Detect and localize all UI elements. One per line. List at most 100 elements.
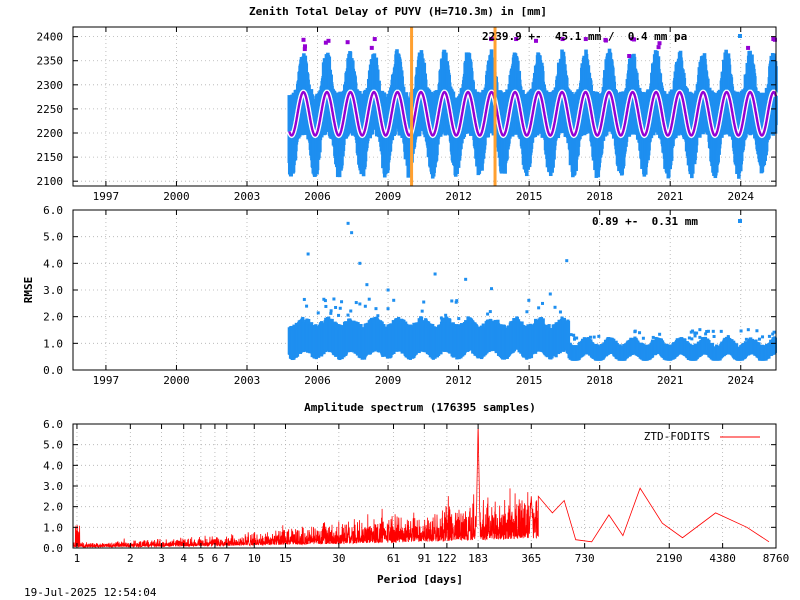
rmse-point — [704, 332, 708, 336]
ztd-y-tick-label: 2100 — [37, 175, 64, 188]
rmse-point — [316, 311, 320, 315]
rmse-outlier-point — [433, 272, 437, 276]
spectrum-x-tick-label: 3 — [158, 552, 165, 565]
rmse-point — [638, 331, 642, 335]
rmse-x-tick-label: 2000 — [163, 374, 190, 387]
rmse-point — [527, 298, 531, 302]
ztd-outlier-point — [372, 37, 377, 42]
rmse-y-tick-label: 6.0 — [43, 204, 63, 217]
spectrum-x-tick-label: 5 — [198, 552, 205, 565]
rmse-point — [450, 299, 454, 303]
ztd-outlier-point — [323, 40, 328, 45]
rmse-outlier-point — [386, 288, 390, 292]
rmse-point — [641, 336, 645, 340]
rmse-y-tick-label: 1.0 — [43, 337, 63, 350]
spectrum-x-tick-label: 730 — [575, 552, 595, 565]
spectrum-x-tick-label: 6 — [212, 552, 219, 565]
rmse-point — [719, 329, 723, 333]
rmse-point — [541, 301, 545, 305]
rmse-point — [592, 335, 596, 339]
rmse-point — [324, 304, 328, 308]
ztd-axis-ticks: 1997 2000 2003 2006 2009 2012 2015 2018 2021 2024… — [37, 27, 776, 203]
ztd-x-tick-label: 2015 — [516, 190, 543, 203]
spectrum-panel: 1 2 3 4 5 6 7 10 15 30 61 91 122 183 365 730 2190 4380 876… — [43, 418, 789, 565]
rmse-y-tick-label: 3.0 — [43, 284, 63, 297]
ztd-x-tick-label: 2009 — [375, 190, 402, 203]
rmse-point — [334, 305, 338, 309]
rmse-point — [597, 334, 601, 338]
rmse-point — [457, 317, 461, 321]
rmse-point — [772, 330, 776, 334]
spectrum-x-tick-label: 1 — [74, 552, 81, 565]
rmse-point — [687, 336, 691, 340]
rmse-point — [553, 305, 557, 309]
rmse-point — [739, 329, 743, 333]
rmse-axis-ticks: 1997 2000 2003 2006 2009 2012 2015 2018 2021 2024… — [43, 204, 776, 387]
rmse-x-tick-label: 2018 — [586, 374, 613, 387]
rmse-point — [656, 337, 660, 341]
rmse-x-tick-label: 1997 — [93, 374, 120, 387]
rmse-point — [693, 334, 697, 338]
rmse-point — [340, 300, 344, 304]
rmse-point — [454, 300, 458, 304]
spectrum-y-tick-label: 2.0 — [43, 501, 63, 514]
rmse-outlier-point — [548, 292, 552, 296]
spectrum-legend-label: ZTD-FODITS — [644, 430, 710, 443]
ztd-panel: 1997 2000 2003 2006 2009 2012 2015 2018 2021 2024… — [37, 26, 779, 203]
rmse-point — [746, 328, 750, 332]
rmse-point — [363, 304, 367, 308]
ztd-legend-marker — [738, 34, 742, 38]
rmse-point — [354, 301, 358, 305]
rmse-outlier-point — [490, 287, 494, 291]
ztd-outlier-point — [632, 37, 637, 42]
ztd-outlier-point — [489, 37, 494, 42]
ztd-y-tick-label: 2200 — [37, 127, 64, 140]
rmse-point — [767, 334, 771, 338]
rmse-point — [698, 335, 702, 339]
ztd-outlier-point — [627, 54, 632, 59]
rmse-outlier-point — [346, 221, 350, 225]
rmse-point — [761, 335, 765, 339]
rmse-point — [566, 320, 571, 354]
ztd-outlier-point — [560, 37, 565, 42]
rmse-point — [726, 335, 730, 339]
ztd-x-tick-label: 2006 — [304, 190, 331, 203]
rmse-point — [455, 299, 459, 303]
ztd-outlier-point — [657, 41, 662, 46]
rmse-point — [689, 330, 693, 334]
rmse-point — [771, 332, 775, 336]
rmse-point — [705, 329, 709, 333]
ztd-outlier-point — [583, 37, 588, 42]
ztd-data-points — [286, 27, 779, 186]
rmse-point — [757, 337, 761, 341]
spectrum-line — [72, 428, 770, 549]
spectrum-x-tick-label: 61 — [387, 552, 400, 565]
ztd-y-tick-label: 2300 — [37, 79, 64, 92]
rmse-x-tick-label: 2024 — [727, 374, 754, 387]
ztd-outlier-point — [326, 38, 331, 43]
spectrum-x-tick-label: 122 — [437, 552, 457, 565]
rmse-point — [322, 297, 326, 301]
rmse-y-tick-label: 2.0 — [43, 311, 63, 324]
spectrum-y-tick-label: 5.0 — [43, 439, 63, 452]
spectrum-x-tick-label: 4 — [180, 552, 187, 565]
ztd-outlier-point — [533, 38, 538, 43]
rmse-point — [376, 314, 380, 318]
spectrum-y-tick-label: 0.0 — [43, 542, 63, 555]
spectrum-x-tick-label: 4380 — [709, 552, 736, 565]
rmse-point — [651, 335, 655, 339]
rmse-outlier-point — [358, 261, 362, 265]
spectrum-x-tick-label: 15 — [279, 552, 292, 565]
ztd-x-tick-label: 2021 — [657, 190, 684, 203]
ztd-plot-frame — [72, 26, 777, 187]
rmse-point — [693, 331, 697, 335]
rmse-point — [332, 297, 336, 301]
rmse-point — [572, 333, 576, 337]
rmse-point — [773, 337, 778, 353]
rmse-point — [558, 310, 562, 314]
ztd-outlier-point — [771, 37, 776, 42]
rmse-outlier-point — [464, 277, 468, 281]
rmse-x-tick-label: 2012 — [445, 374, 472, 387]
rmse-point — [444, 313, 448, 317]
ztd-outlier-point — [345, 40, 350, 45]
